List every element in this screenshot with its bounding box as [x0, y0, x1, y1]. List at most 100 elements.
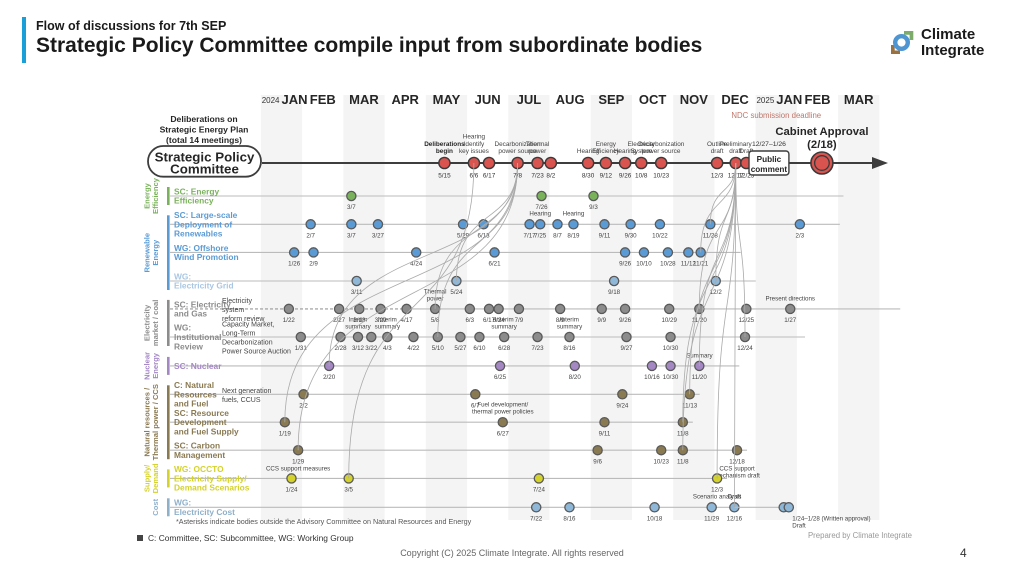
svg-text:10/23: 10/23 [653, 173, 669, 180]
svg-text:MAR: MAR [844, 92, 874, 107]
svg-text:10/10: 10/10 [636, 261, 652, 268]
svg-text:Interim: Interim [495, 316, 514, 323]
svg-text:FEB: FEB [805, 92, 831, 107]
svg-text:Hearing: Hearing [563, 211, 585, 218]
svg-text:power source: power source [642, 148, 681, 155]
svg-text:9/3: 9/3 [589, 204, 598, 211]
svg-text:*Asterisks indicate bodies out: *Asterisks indicate bodies outside the A… [176, 517, 472, 526]
svg-text:Prepared by Climate Integrate: Prepared by Climate Integrate [808, 531, 912, 540]
svg-text:thermal power policies: thermal power policies [472, 409, 534, 416]
svg-text:Decarbonization: Decarbonization [638, 141, 685, 148]
svg-text:power: power [529, 148, 547, 155]
svg-text:2/3: 2/3 [796, 232, 805, 239]
svg-text:6/28: 6/28 [498, 345, 511, 352]
svg-text:Fuel development/: Fuel development/ [477, 402, 528, 409]
svg-text:comment: comment [751, 165, 788, 174]
svg-text:Strategic Energy Plan: Strategic Energy Plan [160, 125, 249, 135]
svg-text:3/5: 3/5 [344, 487, 353, 494]
svg-text:Demand Scenarios: Demand Scenarios [174, 483, 250, 493]
svg-text:2024: 2024 [262, 96, 280, 105]
svg-text:begin: begin [436, 148, 453, 155]
svg-text:Interim: Interim [560, 316, 579, 323]
svg-text:9/6: 9/6 [593, 458, 602, 465]
svg-text:10/22: 10/22 [652, 232, 668, 239]
svg-text:Efficiency: Efficiency [174, 196, 214, 206]
svg-text:9/30: 9/30 [625, 232, 638, 239]
svg-text:SEP: SEP [598, 92, 624, 107]
svg-text:Preliminary: Preliminary [720, 141, 753, 148]
svg-text:6/17: 6/17 [483, 173, 496, 180]
svg-text:NOV: NOV [680, 92, 709, 107]
svg-text:12/3: 12/3 [711, 487, 724, 494]
svg-text:Identify: Identify [464, 141, 485, 148]
svg-text:7/24: 7/24 [533, 487, 546, 494]
svg-text:Thermal power / CCS: Thermal power / CCS [151, 384, 160, 460]
svg-text:10/29: 10/29 [661, 317, 677, 324]
svg-text:7/25: 7/25 [534, 232, 547, 239]
svg-text:MAY: MAY [433, 92, 461, 107]
svg-text:1/27: 1/27 [784, 317, 797, 324]
svg-text:(total 14 meetings): (total 14 meetings) [166, 135, 242, 145]
svg-text:10/30: 10/30 [663, 345, 679, 352]
svg-text:MAR: MAR [349, 92, 379, 107]
svg-text:10/28: 10/28 [660, 261, 676, 268]
svg-text:3/11: 3/11 [351, 289, 363, 296]
svg-text:Hearing: Hearing [463, 134, 486, 141]
svg-text:8/30: 8/30 [582, 173, 595, 180]
svg-text:4/22: 4/22 [407, 345, 420, 352]
svg-text:SC: Nuclear: SC: Nuclear [174, 361, 222, 371]
svg-text:Renewables: Renewables [174, 229, 223, 239]
svg-text:10/16: 10/16 [644, 374, 660, 381]
svg-text:key issues: key issues [459, 148, 489, 155]
svg-text:7/8: 7/8 [513, 173, 522, 180]
svg-text:11/20: 11/20 [692, 374, 708, 381]
svg-text:Energy: Energy [596, 141, 617, 148]
svg-text:1/19: 1/19 [279, 430, 292, 437]
svg-text:NDC submission deadline: NDC submission deadline [731, 111, 821, 120]
svg-text:JAN: JAN [282, 92, 308, 107]
svg-text:JAN: JAN [776, 92, 802, 107]
svg-text:9/11: 9/11 [599, 430, 611, 437]
svg-text:5/27: 5/27 [454, 345, 467, 352]
svg-text:2/9: 2/9 [309, 261, 318, 268]
svg-text:6/3: 6/3 [465, 317, 474, 324]
svg-text:Wind Promotion: Wind Promotion [174, 252, 239, 262]
svg-text:1/29: 1/29 [292, 458, 305, 465]
svg-text:Draft: Draft [792, 522, 806, 529]
svg-text:summary: summary [345, 323, 371, 330]
svg-text:9/26: 9/26 [619, 261, 632, 268]
svg-text:8/7: 8/7 [553, 232, 562, 239]
svg-text:3/7: 3/7 [347, 232, 356, 239]
svg-text:6/10: 6/10 [473, 345, 486, 352]
svg-text:Interim: Interim [378, 316, 397, 323]
svg-text:9/12: 9/12 [600, 173, 613, 180]
svg-text:Management: Management [174, 450, 225, 460]
svg-text:4/3: 4/3 [383, 345, 392, 352]
svg-text:Next generation: Next generation [222, 388, 272, 395]
svg-text:market / coal: market / coal [151, 300, 160, 346]
svg-text:2/20: 2/20 [323, 374, 336, 381]
svg-text:9/11: 9/11 [599, 232, 611, 239]
svg-text:8/20: 8/20 [569, 374, 582, 381]
svg-text:Electricity Cost: Electricity Cost [174, 507, 235, 517]
svg-text:APR: APR [391, 92, 419, 107]
svg-text:11/29: 11/29 [704, 515, 720, 522]
svg-text:3/22: 3/22 [365, 345, 378, 352]
svg-text:draft: draft [711, 148, 724, 155]
svg-text:7/23: 7/23 [532, 345, 545, 352]
svg-text:10/30: 10/30 [663, 374, 679, 381]
svg-text:Review: Review [174, 341, 203, 351]
svg-text:Public: Public [757, 155, 782, 164]
svg-text:Efficiency: Efficiency [151, 177, 160, 214]
svg-text:12/18: 12/18 [729, 458, 745, 465]
svg-text:Decarbonization: Decarbonization [222, 340, 273, 347]
svg-text:and Fuel Supply: and Fuel Supply [174, 427, 239, 437]
svg-text:3/27: 3/27 [372, 232, 385, 239]
svg-text:1/22: 1/22 [283, 317, 296, 324]
svg-text:Energy: Energy [151, 352, 160, 379]
svg-text:9/27: 9/27 [620, 345, 633, 352]
svg-text:fuels, CCUS: fuels, CCUS [222, 397, 261, 404]
svg-text:6/27: 6/27 [497, 430, 510, 437]
svg-text:Power Source Auction: Power Source Auction [222, 349, 291, 356]
svg-text:Long-Term: Long-Term [222, 331, 256, 338]
